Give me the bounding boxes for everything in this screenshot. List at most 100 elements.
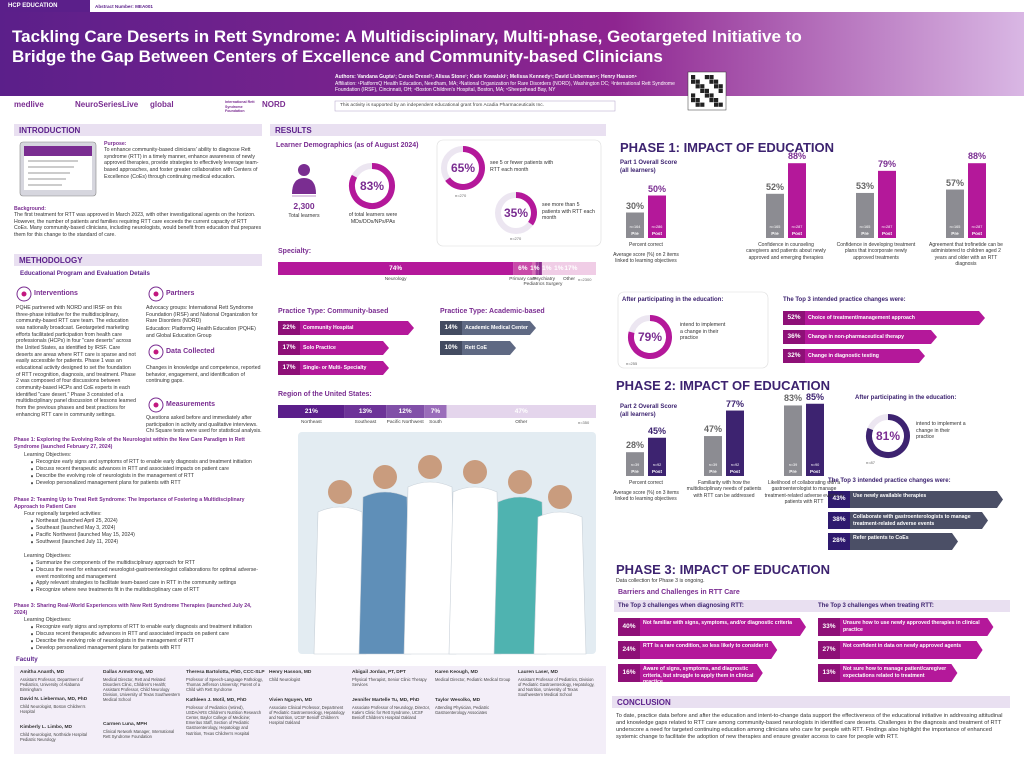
bar-value: 88% <box>967 151 986 162</box>
list-item: Recognize early signs and symptoms of RT… <box>30 624 268 631</box>
list-item: Recognize early signs and symptoms of RT… <box>30 459 268 466</box>
qr-cell <box>714 84 719 89</box>
faculty-name: Carmen Luna, MPH <box>103 722 147 727</box>
arrow-bar-tag <box>828 533 850 550</box>
arrow-bar <box>618 641 778 659</box>
segment-name: Northeast <box>300 419 322 425</box>
qr-cell <box>714 98 719 103</box>
bar-text: Solo Practice <box>303 344 336 351</box>
treating-title: The Top 3 challenges when treating RTT: <box>818 602 934 609</box>
donut-label: 79% <box>637 329 663 344</box>
bar-value: 88% <box>787 151 806 162</box>
more-patients-text: see more than 5 patients with RTT each m… <box>542 202 595 222</box>
measurements-title: Measurements <box>166 401 216 408</box>
photo-head <box>548 485 572 509</box>
n-label: n=270 <box>510 236 522 241</box>
arrow-bar-tag <box>828 512 850 529</box>
list-item: Describe the evolving role of neurologis… <box>30 638 268 645</box>
phase-title: Phase 1: Exploring the Evolving Role of … <box>14 437 245 450</box>
bar-value: 45% <box>647 425 666 436</box>
faculty-role: Physical Therapist, Senior Clinic Therap… <box>352 676 427 687</box>
poster-title: Tackling Care Deserts in Rett Syndrome: … <box>12 27 802 67</box>
n-label: n=350 <box>578 420 590 425</box>
bar-n: n=165 <box>949 225 961 229</box>
bar-value: 17% <box>282 363 296 371</box>
bar-caption: Confidence in developing treatment plans… <box>836 242 916 261</box>
arrow-bar-tag <box>440 321 462 335</box>
bar-caption: Average score (%) on 2 items linked to l… <box>613 252 679 265</box>
qr-cell <box>709 79 714 84</box>
photo-body <box>448 486 502 655</box>
arrow-bar <box>818 641 983 659</box>
bar-n: n=286 <box>651 225 663 229</box>
bar <box>856 192 874 238</box>
list-item: Summarize the components of the multidis… <box>30 560 268 567</box>
measurements-text: Questions asked before and immediately a… <box>146 415 262 435</box>
phase3-note: Data collection for Phase 3 is ongoing. <box>616 578 705 584</box>
thumbnail-line <box>28 166 74 168</box>
n-label: n=2300 <box>578 277 592 282</box>
bar-value: 33% <box>822 622 836 630</box>
top3-title: The Top 3 intended practice changes were… <box>828 478 951 484</box>
arrow-bar <box>828 491 1003 508</box>
arrow-bar <box>440 321 536 335</box>
bar-caption: Confidence in counseling caregivers and … <box>746 242 826 261</box>
stack-segment <box>535 262 539 275</box>
score-title: Part 2 Overall Score (all learners) <box>620 404 678 418</box>
thumbnail-line <box>28 172 70 174</box>
bar-phase: Post <box>730 469 740 474</box>
icon-dot <box>153 349 159 355</box>
bar-text: Choice of treatment/management approach <box>808 314 915 321</box>
arrow-bar-tag <box>440 341 462 355</box>
faculty-role: Child Neurologist <box>269 676 301 682</box>
demographics-title: Learner Demographics (as of August 2024) <box>276 142 419 149</box>
chart-title: Region of the United States: <box>278 391 372 398</box>
arrow-bar-tag <box>828 491 850 508</box>
phase-title: Phase 3: Sharing Real-World Experiences … <box>14 603 252 616</box>
bar-value: 32% <box>787 351 801 359</box>
photo-head <box>508 470 532 494</box>
bar-text: Collaborate with gastroenterologists to … <box>853 514 971 527</box>
barriers-band <box>614 600 1010 612</box>
donut-arc <box>628 315 672 359</box>
objectives-label: Learning Objectives: <box>24 452 72 458</box>
bar-value: 77% <box>725 398 744 409</box>
segment-value: 7% <box>430 407 441 415</box>
section-header-bg <box>270 124 606 136</box>
y-label: Percent correct <box>629 242 663 248</box>
chart-title: Practice Type: Community-based <box>278 308 389 315</box>
n-label: n=87 <box>866 460 876 465</box>
faculty-box <box>14 666 606 754</box>
stack-segment <box>541 262 596 275</box>
photo-body <box>533 511 587 655</box>
faculty-role: Medical Director, Pediatric Medical Grou… <box>435 676 511 682</box>
bar-n: n=287 <box>881 225 893 229</box>
bar-value: 10% <box>444 343 458 351</box>
qr-cell <box>704 93 709 98</box>
bar-value: 50% <box>647 183 666 194</box>
list-item: Discuss recent therapeutic advances in R… <box>30 631 268 638</box>
photo-body <box>403 481 457 655</box>
bar-value: 36% <box>787 332 801 340</box>
bar-n: n=92 <box>730 463 740 467</box>
list-item: Northeast (launched April 25, 2024) <box>30 518 236 525</box>
chart-title: Specialty: <box>278 248 312 255</box>
photo-head <box>418 455 442 479</box>
support: This activity is supported by an indepen… <box>340 103 544 108</box>
section-heading: INTRODUCTION <box>19 125 81 135</box>
bar-value: 30% <box>625 200 644 211</box>
bar-phase: Pre <box>631 231 639 236</box>
faculty-role: Child Neurologist, Northside Hospital Pe… <box>20 731 87 742</box>
thumbnail-line <box>28 160 78 162</box>
logo: medlive <box>14 100 44 109</box>
person-icon-head <box>298 164 310 176</box>
photo-head <box>463 460 487 484</box>
arrow-bar <box>618 618 806 636</box>
phase-heading: PHASE 3: IMPACT OF EDUCATION <box>616 562 831 577</box>
score-title: Part 1 Overall Score (all learners) <box>620 160 678 174</box>
arrow-bar-tag <box>278 321 300 335</box>
authors: Authors: Vandana Gupta¹; Carole Drexel¹;… <box>335 74 637 80</box>
bar-value: 14% <box>444 323 458 331</box>
bar <box>648 195 666 238</box>
